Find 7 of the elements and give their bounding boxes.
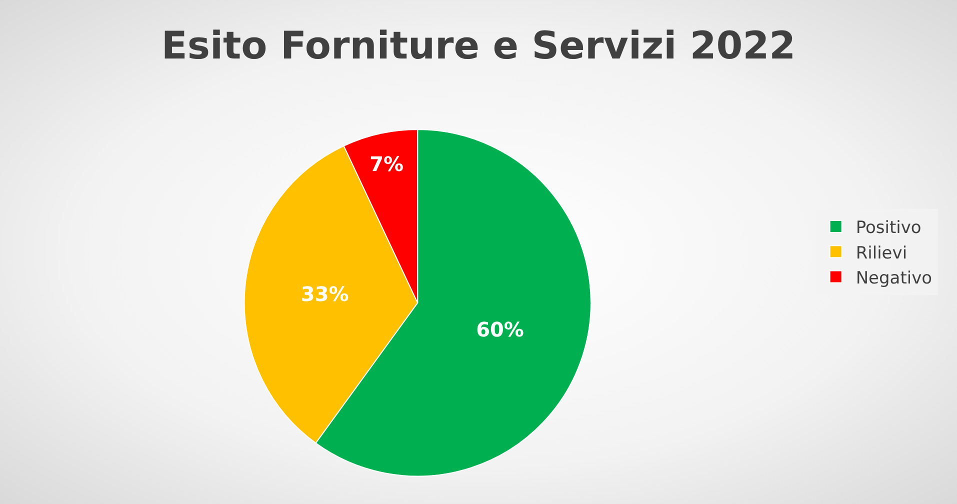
data-label: 60% xyxy=(476,318,524,342)
data-label: 33% xyxy=(300,282,349,306)
legend-label: Negativo xyxy=(856,268,932,288)
legend-label: Rilievi xyxy=(856,243,908,264)
data-label: 7% xyxy=(370,152,404,176)
legend-label: Positivo xyxy=(856,218,922,238)
chart-title: Esito Forniture e Servizi 2022 xyxy=(161,24,796,68)
